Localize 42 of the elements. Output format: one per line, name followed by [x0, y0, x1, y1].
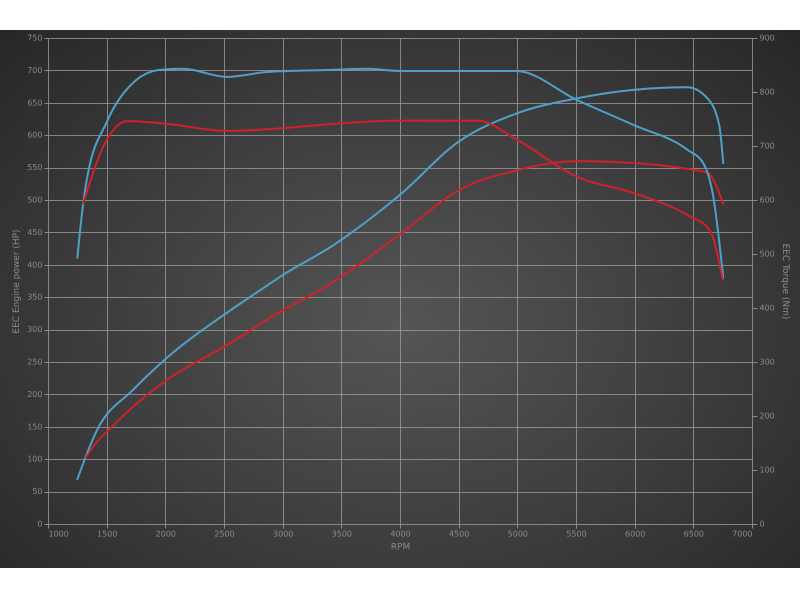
y2-tick-label: 400	[760, 304, 775, 312]
y2-tick-label: 500	[760, 250, 775, 258]
x-tick-label: 5500	[566, 530, 587, 538]
x-tick-label: 6500	[684, 530, 704, 538]
y-tick-label: 50	[32, 487, 42, 496]
y2-tick-label: 800	[760, 88, 775, 96]
x-tick-label: 4000	[390, 530, 411, 538]
y2-tick-label: 900	[760, 34, 775, 42]
y-tick-label: 100	[27, 454, 42, 464]
y-tick-label: 250	[27, 358, 42, 366]
y-tick-label: 750	[27, 34, 42, 42]
x-axis-title: RPM	[390, 542, 410, 552]
y-tick-label: 550	[27, 163, 42, 172]
y-tick-label: 600	[27, 130, 42, 140]
x-tick-label: 1000	[48, 530, 69, 538]
x-tick-label: 1500	[96, 530, 118, 538]
y-tick-label: 150	[27, 422, 42, 432]
y-tick-label: 650	[27, 98, 42, 108]
y-tick-label: 500	[27, 196, 42, 204]
y-tick-label: 300	[27, 325, 42, 334]
y-tick-label: 700	[27, 66, 42, 75]
x-tick-label: 2000	[156, 530, 176, 538]
y2-tick-label: 200	[760, 412, 775, 420]
x-tick-label: 7000	[732, 530, 752, 538]
y-tick-label: 350	[27, 292, 42, 302]
y-tick-label: 450	[27, 228, 42, 237]
x-tick-label: 5000	[508, 530, 528, 538]
y2-tick-label: 600	[760, 196, 775, 204]
y2-tick-label: 100	[760, 466, 775, 474]
y-axis-title: EEC Engine power (HP)	[12, 229, 22, 334]
x-tick-label: 3500	[332, 530, 352, 538]
y2-tick-label: 700	[760, 142, 775, 150]
y-tick-label: 400	[27, 260, 42, 270]
y2-tick-label: 300	[760, 358, 775, 366]
x-tick-label: 3000	[272, 530, 294, 538]
x-tick-label: 4500	[448, 530, 470, 538]
y-tick-label: 200	[27, 390, 42, 399]
y-tick-label: 0	[37, 520, 42, 528]
x-tick-label: 6000	[624, 530, 646, 538]
x-tick-label: 2500	[214, 530, 235, 538]
y2-axis-title: EEC Torque (Nm)	[780, 244, 790, 320]
y2-tick-label: 0	[760, 520, 765, 528]
